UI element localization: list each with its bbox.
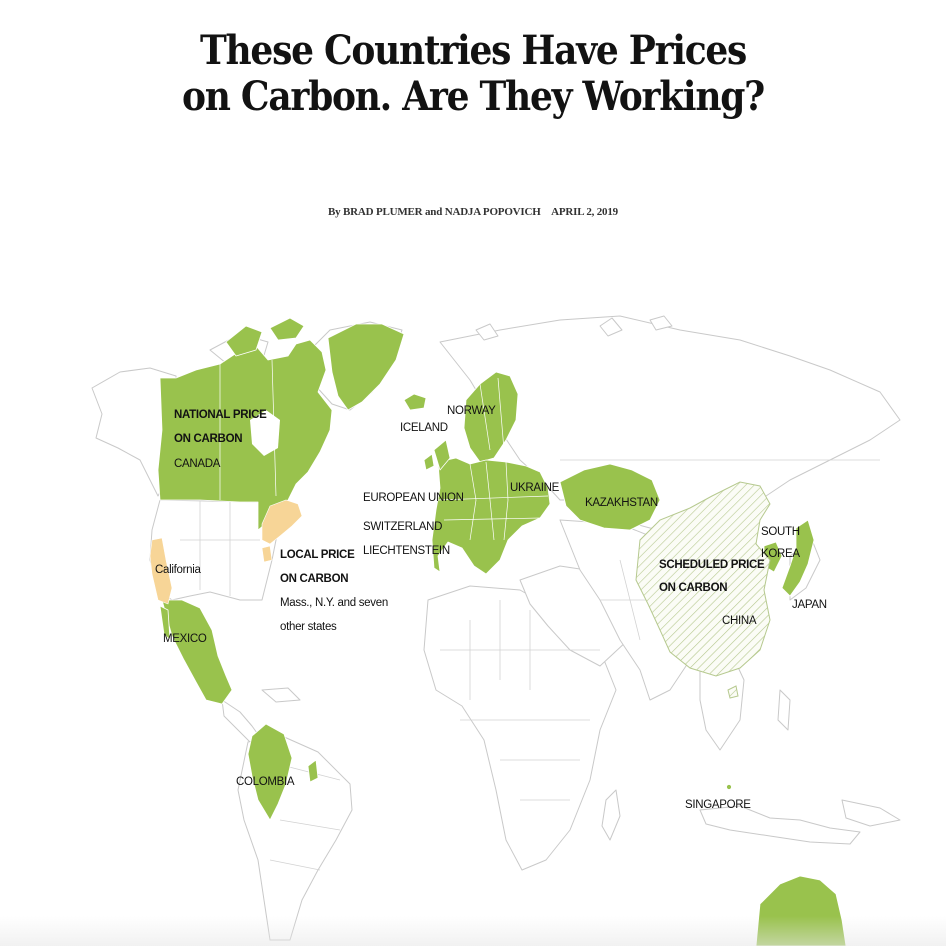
byline-and: and (425, 206, 443, 218)
region-iceland (403, 393, 427, 411)
region-uk (433, 439, 451, 471)
label-japan: JAPAN (792, 599, 827, 611)
bottom-fade (0, 916, 946, 946)
region-caribbean-green (307, 759, 319, 783)
legend-scheduled-title-2: ON CARBON (659, 582, 727, 594)
label-european-union: EUROPEAN UNION (363, 492, 464, 504)
scheduled-price-regions (635, 481, 771, 699)
byline: By BRAD PLUMER and NADJA POPOVICH APRIL … (0, 206, 946, 218)
label-switzerland: SWITZERLAND (363, 521, 442, 533)
base-borders (180, 459, 880, 871)
region-mexico (161, 599, 233, 705)
region-canada-islands (225, 325, 263, 357)
region-japan (781, 519, 815, 597)
label-canada: CANADA (174, 458, 221, 470)
local-price-regions (149, 499, 303, 605)
legend-scheduled-title-1: SCHEDULED PRICE (659, 559, 765, 571)
region-northeast-states (261, 499, 303, 545)
label-kazakhstan: KAZAKHSTAN (585, 497, 658, 509)
region-colombia (247, 723, 293, 821)
base-landmasses (91, 315, 901, 941)
region-singapore (726, 784, 732, 790)
label-liechtenstein: LIECHTENSTEIN (363, 545, 450, 557)
label-norway: NORWAY (447, 405, 496, 417)
label-singapore: SINGAPORE (685, 799, 751, 811)
label-iceland: ICELAND (400, 422, 448, 434)
legend-national-title-1: NATIONAL PRICE (174, 409, 267, 421)
label-south-korea-2: KOREA (761, 548, 800, 560)
headline-line-2: on Carbon. Are They Working? (181, 73, 765, 120)
legend-local-title-2: ON CARBON (280, 573, 348, 585)
label-south-korea-1: SOUTH (761, 526, 800, 538)
region-scandinavia (463, 371, 519, 463)
legend-local-note-2: other states (280, 621, 337, 633)
legend-local-note-1: Mass., N.Y. and seven (280, 597, 388, 609)
author-link-1[interactable]: BRAD PLUMER (343, 206, 423, 218)
legend-national-title-2: ON CARBON (174, 433, 242, 445)
region-kazakhstan (559, 463, 661, 531)
region-ireland (423, 453, 435, 471)
headline: These Countries Have Prices on Carbon. A… (47, 28, 898, 120)
headline-line-1: These Countries Have Prices (199, 27, 747, 74)
legend-local-title-1: LOCAL PRICE (280, 549, 355, 561)
label-colombia: COLOMBIA (236, 776, 295, 788)
label-california: California (155, 564, 201, 576)
region-northeast-states-2 (261, 545, 273, 563)
publish-date: APRIL 2, 2019 (551, 206, 618, 218)
label-china: CHINA (722, 615, 757, 627)
region-canada-islands-2 (269, 317, 305, 341)
region-china (635, 481, 771, 677)
map-labels: NATIONAL PRICE ON CARBON CANADA ICELAND … (155, 405, 827, 811)
label-mexico: MEXICO (163, 633, 207, 645)
byline-prefix: By (328, 206, 341, 218)
region-california (149, 537, 173, 605)
region-baja (159, 605, 171, 641)
region-hainan (727, 685, 739, 699)
author-link-2[interactable]: NADJA POPOVICH (444, 206, 541, 218)
region-greenland (327, 323, 405, 411)
label-ukraine: UKRAINE (510, 482, 560, 494)
region-europe (431, 457, 551, 575)
